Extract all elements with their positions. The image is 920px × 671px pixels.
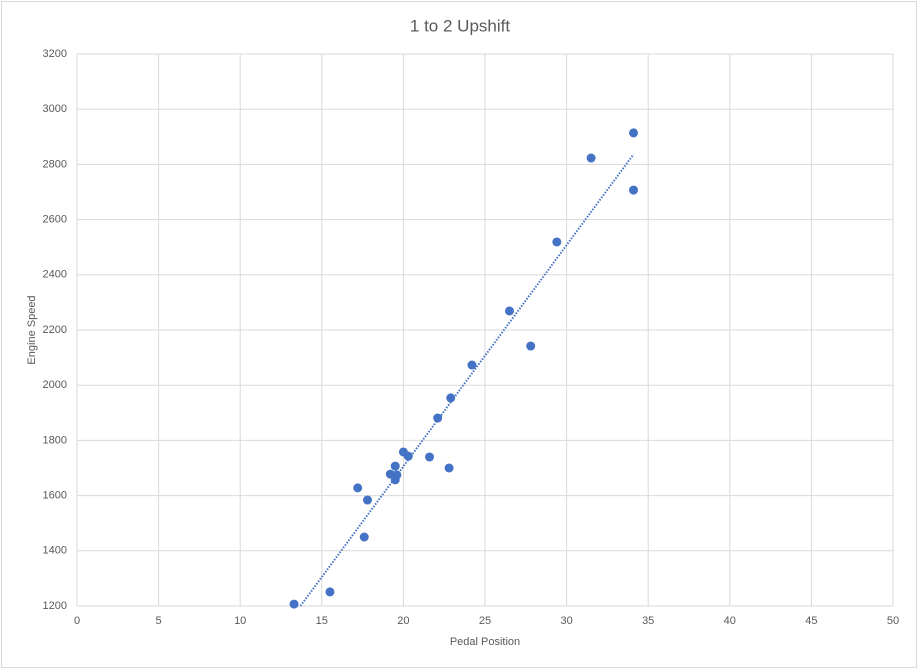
point (362, 495, 372, 505)
y-tick-label: 2000 (43, 379, 67, 391)
x-tick-label: 40 (724, 615, 736, 627)
y-tick-label: 2800 (43, 158, 67, 170)
point (467, 360, 477, 370)
point (446, 393, 456, 403)
y-tick-label: 1400 (43, 545, 67, 557)
point (425, 452, 435, 462)
point (444, 463, 454, 473)
y-tick-label: 3000 (43, 103, 67, 115)
point (289, 599, 299, 609)
y-tick-label: 2400 (43, 269, 67, 281)
x-tick-label: 20 (397, 615, 409, 627)
point (526, 341, 536, 351)
x-tick-label: 30 (560, 615, 572, 627)
y-axis-title: Engine Speed (26, 295, 38, 364)
y-tick-label: 2200 (43, 324, 67, 336)
point (390, 461, 400, 471)
point (629, 185, 639, 195)
x-tick-label: 5 (156, 615, 162, 627)
x-tick-label: 10 (234, 615, 246, 627)
point (433, 413, 443, 423)
point (403, 451, 413, 461)
point (552, 237, 562, 247)
x-tick-label: 35 (642, 615, 654, 627)
x-tick-label: 15 (316, 615, 328, 627)
y-tick-label: 1200 (43, 600, 67, 612)
point (325, 587, 335, 597)
y-tick-label: 3200 (43, 48, 67, 60)
y-tick-label: 2600 (43, 214, 67, 226)
point (353, 483, 363, 493)
point (359, 532, 369, 542)
y-tick-label: 1600 (43, 490, 67, 502)
x-tick-label: 45 (805, 615, 817, 627)
point (504, 306, 514, 316)
x-axis-title: Pedal Position (450, 636, 520, 648)
x-tick-label: 25 (479, 615, 491, 627)
point (586, 153, 596, 163)
y-tick-label: 1800 (43, 434, 67, 446)
chart-title: 1 to 2 Upshift (410, 16, 510, 35)
trendline (299, 153, 635, 607)
x-tick-label: 50 (887, 615, 899, 627)
point (629, 128, 639, 138)
x-tick-label: 0 (74, 615, 80, 627)
point (392, 470, 402, 480)
